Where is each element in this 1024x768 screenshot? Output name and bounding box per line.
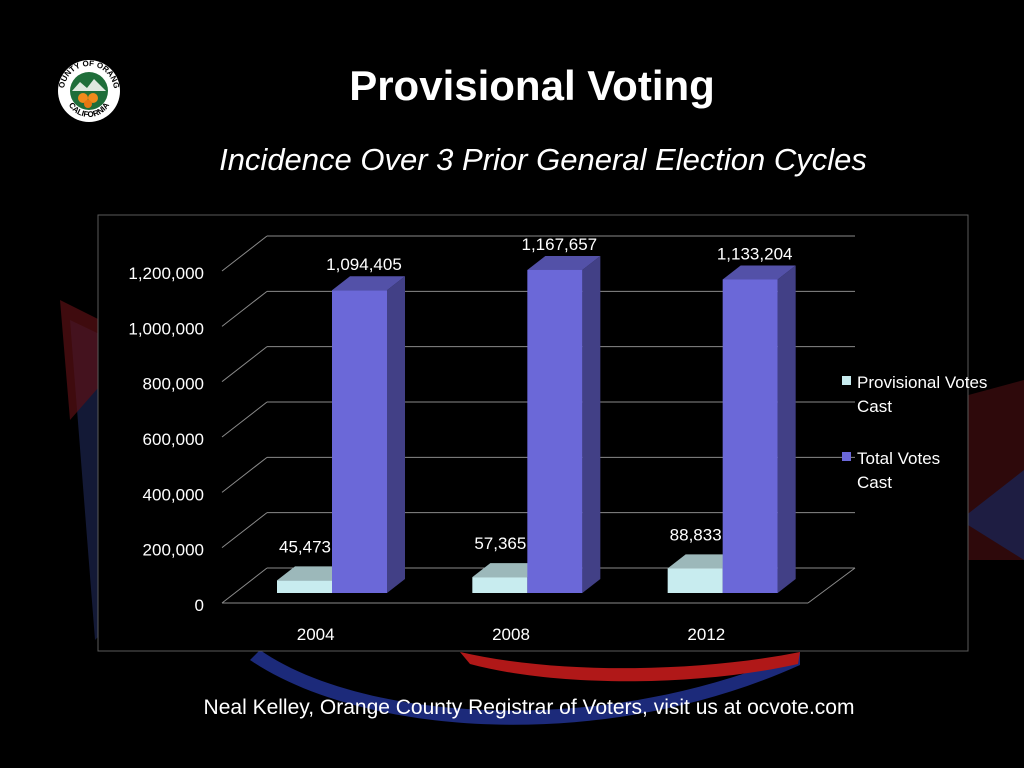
bar-side [582,255,601,593]
gridline-side [221,567,268,604]
bar-provisional-votes-cast-2004 [277,580,332,593]
y-tick-label: 0 [195,596,204,615]
legend: Provisional Votes Cast Total Votes Cast [842,373,987,492]
bar-total-votes-cast-2004 [332,290,387,593]
y-tick-labels: 0 200,000 400,000 600,000 800,000 1,000,000 1,… [128,264,204,615]
bar-provisional-votes-cast-2012 [667,568,723,593]
gridline-side [221,290,268,327]
data-label: 1,167,657 [522,235,598,254]
bar-side [777,265,796,593]
bar-top [472,563,546,578]
x-tick-label: 2008 [492,625,530,644]
data-label: 57,365 [474,534,526,553]
gridline-side [221,235,268,272]
bar-top [332,276,405,291]
y-tick-label: 200,000 [143,541,204,560]
bar-top [527,255,601,270]
data-label: 1,094,405 [326,255,402,274]
gridline-side [221,346,268,383]
gridline-side [221,512,268,549]
legend-label: Provisional Votes [857,373,987,392]
legend-label: Total Votes [857,449,940,468]
slide-title: Provisional Voting [349,62,715,109]
floor-edge-side [807,567,856,604]
y-tick-label: 1,200,000 [128,264,204,283]
x-tick-label: 2012 [687,625,725,644]
bar-top [722,265,796,280]
x-tick-labels: 2004 2008 2012 [297,625,725,644]
data-label: 45,473 [279,537,331,556]
y-tick-label: 1,000,000 [128,319,204,338]
bar-side [387,276,405,593]
bar-total-votes-cast-2012 [722,279,778,593]
x-tick-label: 2004 [297,625,335,644]
footer-credit: Neal Kelley, Orange County Registrar of … [203,696,855,719]
data-label: 1,133,204 [717,244,793,263]
bars [277,255,796,593]
county-seal-logo: COUNTY OF ORANGE CALIFORNIA [56,58,121,122]
legend-label: Cast [857,397,892,416]
gridline-side [221,401,268,438]
data-labels: 45,473 1,094,405 57,365 1,167,657 88,833 1,13… [279,235,792,556]
legend-swatch [842,452,851,461]
bar-top [667,554,741,569]
gridline-side [221,456,268,493]
bar-top [277,566,350,581]
bar-total-votes-cast-2008 [527,269,583,593]
slide-subtitle: Incidence Over 3 Prior General Election … [219,142,867,177]
y-tick-label: 800,000 [143,375,204,394]
data-label: 88,833 [670,525,722,544]
y-tick-label: 400,000 [143,485,204,504]
legend-swatch [842,376,851,385]
y-tick-label: 600,000 [143,430,204,449]
legend-label: Cast [857,473,892,492]
bar-provisional-votes-cast-2008 [472,577,528,593]
